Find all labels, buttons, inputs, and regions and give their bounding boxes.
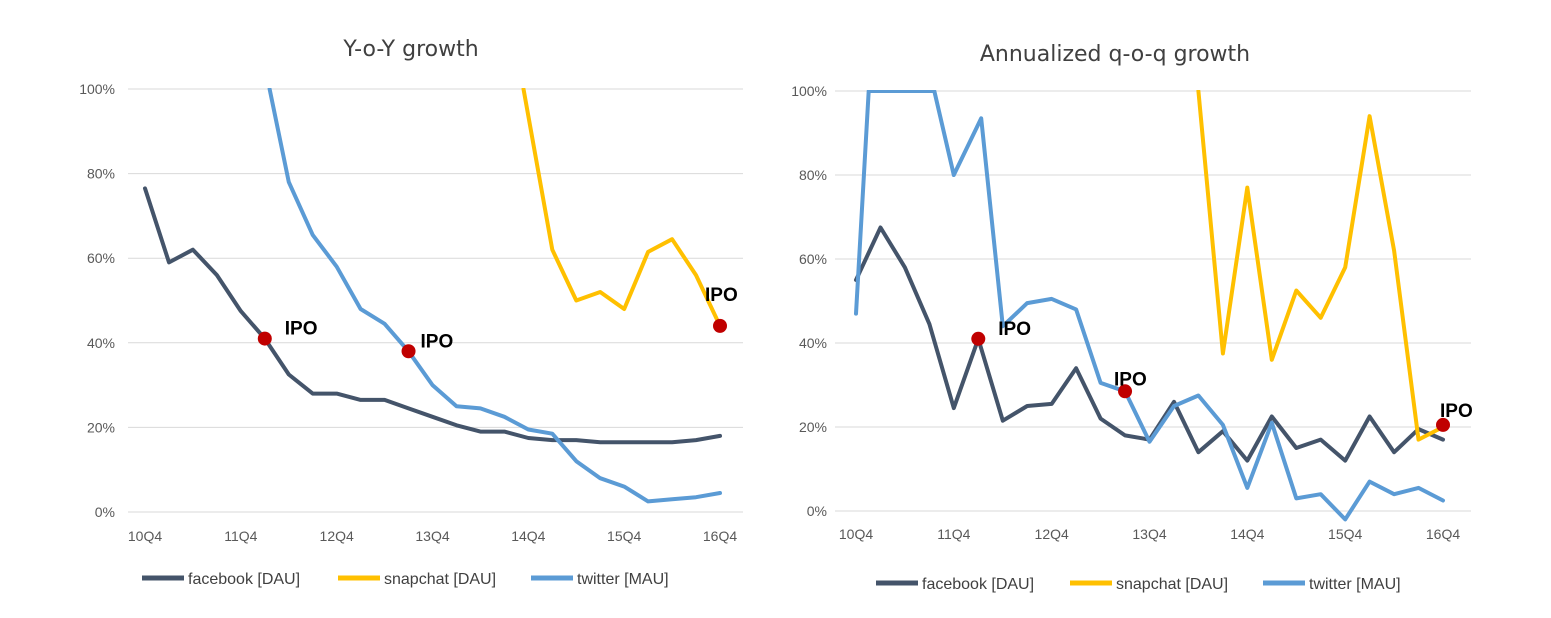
- x-tick-label: 10Q4: [839, 526, 873, 542]
- ipo-label: IPO: [1114, 369, 1147, 390]
- x-tick-label: 11Q4: [224, 528, 257, 544]
- x-tick-label: 15Q4: [607, 528, 641, 544]
- x-tick-label: 11Q4: [937, 526, 970, 542]
- series-line-twitter: [854, 90, 1445, 522]
- series-lines: [854, 90, 1445, 522]
- legend-label: facebook [DAU]: [188, 571, 300, 588]
- x-tick-label: 14Q4: [511, 528, 545, 544]
- legend-label: twitter [MAU]: [1309, 576, 1401, 593]
- legend-item-snapchat: snapchat [DAU]: [1070, 576, 1228, 593]
- y-tick-label: 0%: [95, 504, 115, 520]
- series-line-snapchat: [1196, 90, 1445, 442]
- x-axis-tick-labels: 10Q4 11Q4 12Q4 13Q4 14Q4 15Q4 16Q4: [839, 526, 1460, 542]
- legend-label: snapchat [DAU]: [384, 571, 496, 588]
- series-line-facebook: [143, 186, 722, 445]
- ipo-marker: [257, 331, 272, 346]
- ipo-marker: [1118, 384, 1133, 399]
- x-tick-label: 13Q4: [415, 528, 449, 544]
- ipo-marker: [401, 344, 416, 359]
- y-gridlines: [835, 90, 1471, 512]
- legend-label: twitter [MAU]: [577, 571, 669, 588]
- qoq-growth-chart: Annualized q-o-q growth 0% 20% 40% 60% 80% 10…: [791, 42, 1473, 593]
- y-tick-label: 20%: [799, 419, 827, 435]
- ipo-annotations: IPO IPO IPO: [971, 319, 1473, 432]
- ipo-label: IPO: [285, 319, 318, 340]
- ipo-annotations: IPO IPO IPO: [257, 285, 738, 359]
- ipo-label: IPO: [998, 319, 1031, 340]
- legend-item-snapchat: snapchat [DAU]: [338, 571, 496, 588]
- ipo-label: IPO: [421, 331, 454, 352]
- series-line-twitter: [267, 88, 722, 504]
- y-tick-label: 0%: [807, 503, 827, 519]
- x-tick-label: 16Q4: [1426, 526, 1460, 542]
- y-tick-label: 100%: [79, 81, 115, 97]
- x-tick-label: 16Q4: [703, 528, 737, 544]
- legend-item-facebook: facebook [DAU]: [876, 576, 1034, 593]
- chart-title: Y-o-Y growth: [342, 37, 478, 62]
- legend: facebook [DAU] snapchat [DAU] twitter [MAU…: [876, 576, 1401, 593]
- series-lines: [143, 88, 722, 504]
- chart-title: Annualized q-o-q growth: [980, 42, 1250, 67]
- legend-label: facebook [DAU]: [922, 576, 1034, 593]
- series-line-snapchat: [521, 88, 722, 328]
- y-tick-label: 40%: [799, 335, 827, 351]
- ipo-marker: [713, 318, 727, 333]
- ipo-label: IPO: [1440, 401, 1473, 422]
- y-tick-label: 80%: [799, 167, 827, 183]
- y-axis-tick-labels: 0% 20% 40% 60% 80% 100%: [79, 81, 115, 520]
- ipo-marker: [971, 331, 986, 346]
- legend-item-facebook: facebook [DAU]: [142, 571, 300, 588]
- x-tick-label: 14Q4: [1230, 526, 1264, 542]
- legend-item-twitter: twitter [MAU]: [531, 571, 669, 588]
- x-tick-label: 13Q4: [1132, 526, 1166, 542]
- y-tick-label: 100%: [791, 83, 827, 99]
- legend-item-twitter: twitter [MAU]: [1263, 576, 1401, 593]
- x-axis-tick-labels: 10Q4 11Q4 12Q4 13Q4 14Q4 15Q4 16Q4: [128, 528, 737, 544]
- series-line-facebook: [854, 225, 1445, 463]
- y-tick-label: 20%: [87, 419, 115, 435]
- y-tick-label: 80%: [87, 166, 115, 182]
- legend: facebook [DAU] snapchat [DAU] twitter [MAU…: [142, 571, 669, 588]
- y-gridlines: [128, 88, 743, 513]
- y-tick-label: 60%: [87, 250, 115, 266]
- ipo-marker: [1436, 417, 1450, 432]
- x-tick-label: 15Q4: [1328, 526, 1362, 542]
- y-axis-tick-labels: 0% 20% 40% 60% 80% 100%: [791, 83, 827, 519]
- y-tick-label: 40%: [87, 335, 115, 351]
- x-tick-label: 10Q4: [128, 528, 162, 544]
- ipo-label: IPO: [705, 285, 738, 306]
- y-tick-label: 60%: [799, 251, 827, 267]
- x-tick-label: 12Q4: [1035, 526, 1069, 542]
- x-tick-label: 12Q4: [320, 528, 354, 544]
- yoy-growth-chart: Y-o-Y growth 0% 20% 40% 60% 80% 100% 10Q4 11Q4…: [79, 37, 743, 588]
- legend-label: snapchat [DAU]: [1116, 576, 1228, 593]
